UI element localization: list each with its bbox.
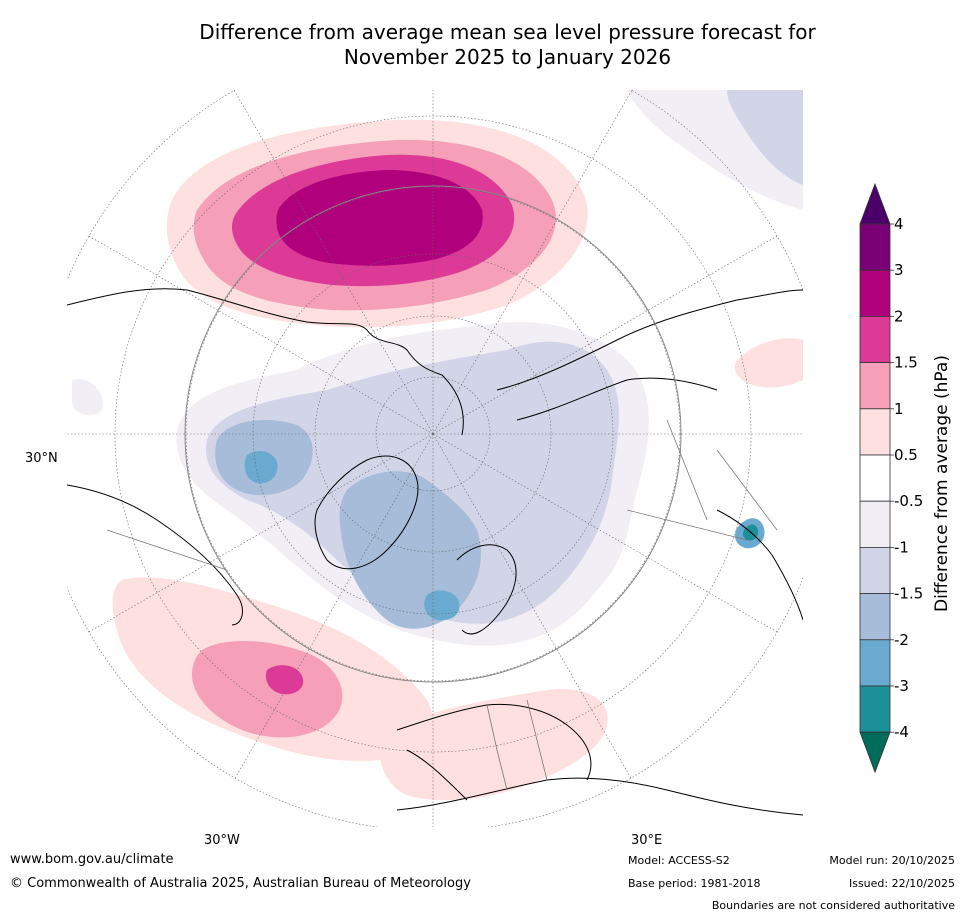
meridian-60e <box>432 433 780 634</box>
anomaly-region-pos-0p5-central-asia <box>734 338 803 388</box>
colorbar-bin <box>859 685 891 733</box>
colorbar-bin <box>859 315 891 363</box>
meridian-120e <box>432 234 780 435</box>
anomaly-region-pos-2-pacific <box>276 170 483 266</box>
colorbar-tick-label: -1 <box>894 538 909 556</box>
title-line-2: November 2025 to January 2026 <box>343 45 672 69</box>
graticule <box>67 90 803 827</box>
meridian-30e <box>432 433 633 781</box>
border-canada-usa <box>106 529 228 571</box>
colorbar-tick-label: 1.5 <box>894 354 918 372</box>
coastline-north-africa <box>396 777 803 816</box>
colorbar-bin <box>859 500 891 548</box>
colorbar-extend-top <box>859 182 891 225</box>
coastline-scandinavia <box>456 544 517 635</box>
footer-model: Model: ACCESS-S2 <box>628 854 730 867</box>
coastline-china-east <box>716 509 803 621</box>
colorbar-bin <box>859 454 891 502</box>
colorbar-tick-label: -3 <box>894 677 909 695</box>
footer-disclaimer: Boundaries are not considered authoritat… <box>711 899 955 912</box>
pressure-anomaly-map <box>67 90 803 827</box>
latitude-circle-40n <box>114 115 752 753</box>
anomaly-region-pos-1-atlantic <box>192 640 343 738</box>
meridian-60w <box>86 433 434 634</box>
meridian-120w <box>86 234 434 435</box>
colorbar-tick-label: 3 <box>894 261 904 279</box>
footer-website[interactable]: www.bom.gov.au/climate <box>10 852 174 867</box>
anomaly-region-pos-1p5-atlantic <box>265 665 304 695</box>
colorbar-bin <box>859 408 891 456</box>
coastline-canada <box>67 374 464 626</box>
chart-title: Difference from average mean sea level p… <box>0 20 965 70</box>
colorbar-tick-label: -1.5 <box>894 585 923 603</box>
footer-copyright: © Commonwealth of Australia 2025, Austra… <box>10 876 471 891</box>
longitude-label-30e: 30°E <box>631 833 663 848</box>
colorbar-tick-label: 4 <box>894 215 904 233</box>
anomaly-region-neg-1-ne <box>727 90 803 185</box>
anomaly-region-neg-2-greenland <box>244 450 278 484</box>
colorbar-bin <box>859 593 891 641</box>
footer-model-run: Model run: 20/10/2025 <box>829 854 955 867</box>
colorbar-tick-label: -0.5 <box>894 492 923 510</box>
meridian-30w <box>233 433 434 781</box>
colorbar-bin <box>859 639 891 687</box>
coastline-europe <box>396 703 592 801</box>
colorbar-bin <box>859 223 891 271</box>
coastline-alaska <box>67 288 443 376</box>
latitude-circle-50n <box>185 186 681 682</box>
border-russia-kazakhstan <box>626 509 748 541</box>
coastline-russia-north <box>516 377 718 421</box>
border-asia-2 <box>716 449 778 531</box>
map-boundary-ring <box>184 185 682 683</box>
colorbar-bin <box>859 269 891 317</box>
colorbar-extend-bottom <box>859 731 891 774</box>
footer-issued: Issued: 22/10/2025 <box>848 877 955 890</box>
coastlines <box>67 288 803 816</box>
longitude-label-30w: 30°W <box>204 833 240 848</box>
anomaly-region-neg-1p5-east <box>339 471 481 629</box>
colorbar-tick-label: -4 <box>894 723 909 741</box>
latitude-label-30n: 30°N <box>25 451 58 466</box>
footer-base-period: Base period: 1981-2018 <box>628 877 761 890</box>
latitude-circle-70n <box>314 315 552 553</box>
colorbar-tick-label: 2 <box>894 307 904 325</box>
colorbar-axis-label: Difference from average (hPa) <box>932 355 952 612</box>
colorbar: 4 3 2 1.5 1 0.5 -0.5 -1 -1.5 -2 -3 -4 <box>859 182 923 774</box>
colorbar-bin <box>859 362 891 410</box>
coastline-siberia <box>496 289 803 391</box>
border-europe-1 <box>486 704 508 791</box>
border-europe-2 <box>526 699 548 781</box>
colorbar-bin <box>859 546 891 594</box>
border-asia-1 <box>666 419 708 521</box>
country-borders <box>106 419 778 791</box>
colorbar-tick-label: 0.5 <box>894 446 918 464</box>
colorbar-tick-label: 1 <box>894 400 904 418</box>
title-line-1: Difference from average mean sea level p… <box>199 20 816 44</box>
anomaly-region-neg-0p5-alaska <box>72 379 103 416</box>
coastline-greenland <box>314 455 419 570</box>
colorbar-tick-label: -2 <box>894 631 909 649</box>
